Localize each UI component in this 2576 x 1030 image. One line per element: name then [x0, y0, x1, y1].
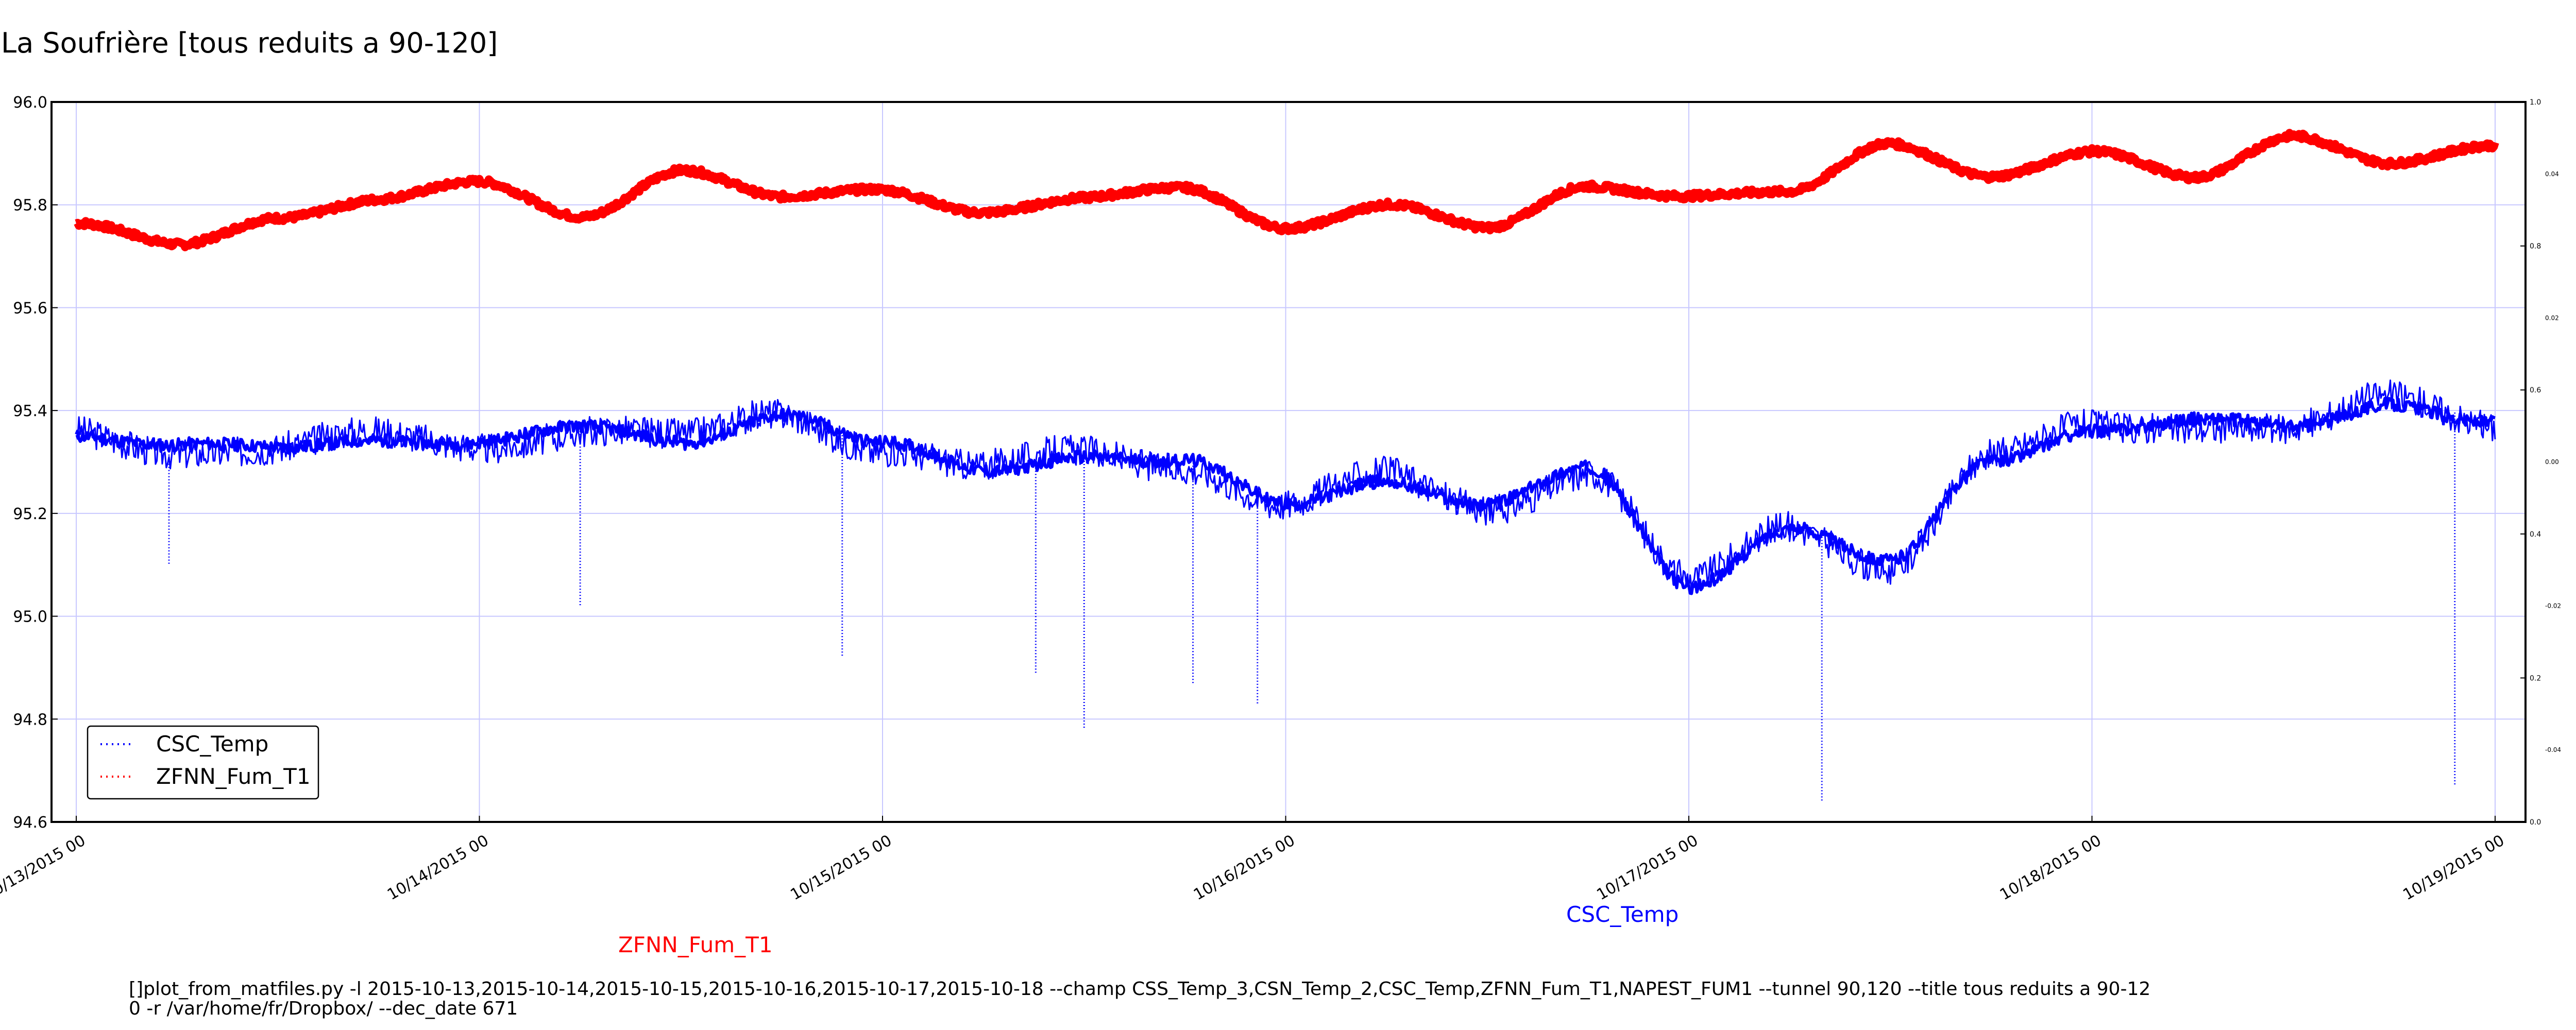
legend-label-zfnn-fum-t1: ZFNN_Fum_T1 [156, 764, 311, 789]
right-minor-tick-label: 0.02 [2545, 314, 2559, 321]
y-tick-label: 95.0 [13, 608, 47, 626]
right-tick-label: 0.2 [2530, 674, 2541, 682]
x-tick-label: 10/19/2015 00 [2400, 832, 2507, 904]
series-line-zfnn-fum-t1 [73, 129, 2499, 251]
right-minor-tick-label: -0.02 [2545, 603, 2561, 610]
command-line-1: []plot_from_matfiles.py -l 2015-10-13,20… [129, 978, 2150, 1000]
right-minor-tick-label: 0.00 [2545, 458, 2559, 466]
x-tick-label: 10/13/2015 00 [0, 832, 89, 904]
right-tick-label: 0.4 [2530, 530, 2541, 539]
right-minor-tick-label: -0.04 [2545, 746, 2561, 753]
annotation-csc-temp: CSC_Temp [1566, 902, 1679, 927]
grid [52, 101, 2526, 822]
right-tick-label: 1.0 [2530, 98, 2541, 107]
x-tick-label: 10/14/2015 00 [384, 832, 492, 904]
series-core-csc-temp [75, 397, 2496, 595]
y-tick-label: 94.8 [13, 711, 47, 729]
x-tick-label: 10/15/2015 00 [787, 832, 895, 904]
right-tick-label: 0.6 [2530, 386, 2541, 394]
x-tick-label: 10/16/2015 00 [1191, 832, 1298, 904]
annotation-zfnn-fum-t1: ZFNN_Fum_T1 [618, 932, 773, 957]
legend: CSC_Temp ZFNN_Fum_T1 [87, 725, 319, 800]
series-zfnn-fum-t1 [73, 129, 2499, 251]
y-tick-label: 95.8 [13, 197, 47, 215]
chart-title: La Soufrière [tous reduits a 90-120] [1, 27, 498, 59]
legend-box [87, 725, 319, 800]
command-line-2: 0 -r /var/home/fr/Dropbox/ --dec_date 67… [129, 998, 518, 1019]
y-tick-label: 95.4 [13, 402, 47, 420]
series-csc-temp [75, 379, 2496, 802]
x-tick-label: 10/18/2015 00 [1997, 832, 2105, 904]
legend-label-csc-temp: CSC_Temp [156, 731, 268, 757]
y-tick-label: 96.0 [13, 94, 47, 112]
right-tick-label: 0.0 [2530, 818, 2541, 827]
x-tick-label: 10/17/2015 00 [1594, 832, 1701, 904]
y-tick-label: 95.6 [13, 299, 47, 317]
right-tick-label: 0.8 [2530, 243, 2541, 251]
plot-frame [50, 101, 2527, 823]
right-minor-tick-label: 0.04 [2545, 170, 2559, 178]
y-tick-label: 95.2 [13, 505, 47, 523]
x-ticks: 10/13/2015 00 10/14/2015 00 10/15/2015 00 1… [0, 816, 2507, 904]
y-tick-label: 94.6 [13, 814, 47, 832]
